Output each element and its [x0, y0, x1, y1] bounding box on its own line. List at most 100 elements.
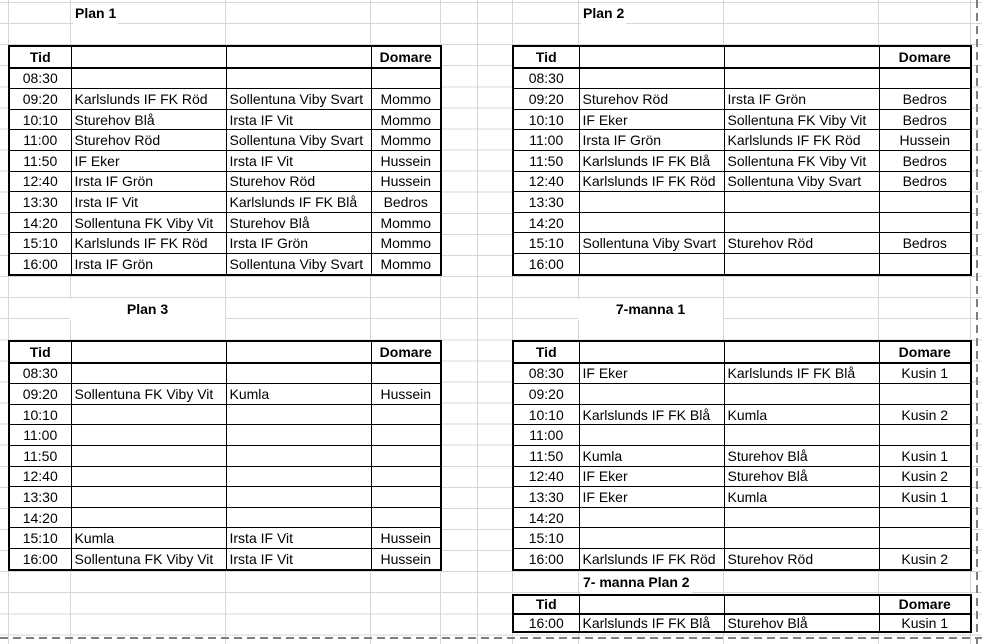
- away-team-cell[interactable]: Sollentuna Viby Svart: [225, 88, 372, 110]
- referee-cell[interactable]: Hussein: [370, 383, 442, 405]
- time-cell[interactable]: 11:00: [512, 129, 580, 151]
- time-cell[interactable]: 13:30: [8, 486, 72, 508]
- time-cell[interactable]: 14:20: [512, 506, 580, 529]
- away-team-cell[interactable]: Kumla: [225, 383, 372, 405]
- away-team-cell[interactable]: Karlslunds IF FK Blå: [225, 191, 372, 213]
- away-team-cell[interactable]: [225, 486, 372, 508]
- time-cell[interactable]: 13:30: [512, 191, 580, 213]
- referee-cell[interactable]: Bedros: [878, 149, 972, 172]
- home-team-cell[interactable]: [578, 252, 725, 276]
- time-cell[interactable]: 09:20: [512, 383, 580, 405]
- away-team-cell[interactable]: Sollentuna Viby Svart: [225, 129, 372, 151]
- referee-cell[interactable]: Kusin 1: [878, 486, 972, 508]
- away-header-cell[interactable]: [723, 45, 880, 69]
- referee-cell[interactable]: Bedros: [878, 170, 972, 193]
- time-cell[interactable]: 15:10: [8, 527, 72, 549]
- time-header-cell[interactable]: Tid: [512, 45, 580, 69]
- home-header-cell[interactable]: [578, 594, 725, 615]
- away-team-cell[interactable]: Karlslunds IF FK Blå: [723, 362, 880, 385]
- away-team-cell[interactable]: Sturehov Röd: [225, 170, 372, 193]
- home-header-cell[interactable]: [578, 340, 725, 364]
- referee-cell[interactable]: Bedros: [370, 191, 442, 213]
- time-cell[interactable]: 09:20: [512, 88, 580, 110]
- referee-cell[interactable]: Bedros: [878, 232, 972, 254]
- time-header-cell[interactable]: Tid: [8, 340, 72, 364]
- referee-header-cell[interactable]: Domare: [370, 45, 442, 69]
- away-team-cell[interactable]: [225, 465, 372, 488]
- time-cell[interactable]: 14:20: [8, 506, 72, 529]
- away-team-cell[interactable]: [723, 424, 880, 446]
- away-team-cell[interactable]: Sollentuna Viby Svart: [225, 252, 372, 276]
- time-cell[interactable]: 08:30: [512, 362, 580, 385]
- away-team-cell[interactable]: [225, 67, 372, 90]
- referee-cell[interactable]: Kusin 1: [878, 444, 972, 467]
- away-team-cell[interactable]: [723, 67, 880, 90]
- referee-cell[interactable]: [878, 506, 972, 529]
- time-cell[interactable]: 11:00: [8, 424, 72, 446]
- time-cell[interactable]: 10:10: [8, 403, 72, 426]
- away-team-cell[interactable]: Sturehov Blå: [723, 613, 880, 633]
- time-cell[interactable]: 14:20: [8, 211, 72, 234]
- away-team-cell[interactable]: Sturehov Blå: [723, 444, 880, 467]
- time-cell[interactable]: 16:00: [8, 547, 72, 571]
- home-team-cell[interactable]: [578, 211, 725, 234]
- away-team-cell[interactable]: Sollentuna Viby Svart: [723, 170, 880, 193]
- time-cell[interactable]: 11:00: [8, 129, 72, 151]
- time-cell[interactable]: 16:00: [512, 252, 580, 276]
- referee-cell[interactable]: Hussein: [370, 547, 442, 571]
- referee-cell[interactable]: Mommo: [370, 108, 442, 131]
- time-cell[interactable]: 16:00: [8, 252, 72, 276]
- home-team-cell[interactable]: Sturehov Röd: [70, 129, 227, 151]
- home-team-cell[interactable]: Irsta IF Vit: [70, 191, 227, 213]
- away-team-cell[interactable]: Karlslunds IF FK Röd: [723, 129, 880, 151]
- referee-cell[interactable]: Mommo: [370, 129, 442, 151]
- home-team-cell[interactable]: Sollentuna FK Viby Vit: [70, 211, 227, 234]
- referee-cell[interactable]: [370, 362, 442, 385]
- away-team-cell[interactable]: [723, 252, 880, 276]
- home-team-cell[interactable]: Sollentuna FK Viby Vit: [70, 383, 227, 405]
- time-cell[interactable]: 12:40: [512, 170, 580, 193]
- away-header-cell[interactable]: [225, 45, 372, 69]
- away-team-cell[interactable]: Irsta IF Vit: [225, 547, 372, 571]
- referee-cell[interactable]: Kusin 1: [878, 362, 972, 385]
- home-team-cell[interactable]: Sollentuna FK Viby Vit: [70, 547, 227, 571]
- time-cell[interactable]: 08:30: [8, 67, 72, 90]
- time-cell[interactable]: 12:40: [512, 465, 580, 488]
- referee-cell[interactable]: Hussein: [370, 527, 442, 549]
- home-team-cell[interactable]: [70, 403, 227, 426]
- away-header-cell[interactable]: [723, 340, 880, 364]
- away-team-cell[interactable]: [225, 403, 372, 426]
- referee-cell[interactable]: [370, 486, 442, 508]
- time-cell[interactable]: 16:00: [512, 613, 580, 633]
- home-team-cell[interactable]: IF Eker: [578, 486, 725, 508]
- home-header-cell[interactable]: [70, 340, 227, 364]
- time-cell[interactable]: 10:10: [512, 108, 580, 131]
- referee-cell[interactable]: Kusin 2: [878, 403, 972, 426]
- referee-cell[interactable]: [878, 424, 972, 446]
- home-team-cell[interactable]: [70, 424, 227, 446]
- home-team-cell[interactable]: Kumla: [578, 444, 725, 467]
- home-team-cell[interactable]: Irsta IF Grön: [578, 129, 725, 151]
- time-cell[interactable]: 10:10: [512, 403, 580, 426]
- home-team-cell[interactable]: Karlslunds IF FK Röd: [70, 232, 227, 254]
- home-team-cell[interactable]: IF Eker: [578, 362, 725, 385]
- referee-cell[interactable]: [878, 67, 972, 90]
- away-team-cell[interactable]: Irsta IF Grön: [225, 232, 372, 254]
- away-team-cell[interactable]: [225, 424, 372, 446]
- referee-header-cell[interactable]: Domare: [878, 594, 972, 615]
- away-team-cell[interactable]: [225, 506, 372, 529]
- away-team-cell[interactable]: Irsta IF Grön: [723, 88, 880, 110]
- referee-header-cell[interactable]: Domare: [878, 45, 972, 69]
- away-team-cell[interactable]: [723, 383, 880, 405]
- sjumanna-plan2-title[interactable]: 7- manna Plan 2: [581, 572, 692, 593]
- time-cell[interactable]: 11:50: [8, 149, 72, 172]
- home-team-cell[interactable]: IF Eker: [578, 108, 725, 131]
- home-team-cell[interactable]: Karlslunds IF FK Blå: [578, 149, 725, 172]
- time-cell[interactable]: 15:10: [512, 527, 580, 549]
- time-cell[interactable]: 12:40: [8, 465, 72, 488]
- home-team-cell[interactable]: Karlslunds IF FK Blå: [578, 403, 725, 426]
- time-cell[interactable]: 11:50: [512, 444, 580, 467]
- referee-cell[interactable]: [878, 191, 972, 213]
- home-team-cell[interactable]: Irsta IF Grön: [70, 170, 227, 193]
- referee-cell[interactable]: [370, 444, 442, 467]
